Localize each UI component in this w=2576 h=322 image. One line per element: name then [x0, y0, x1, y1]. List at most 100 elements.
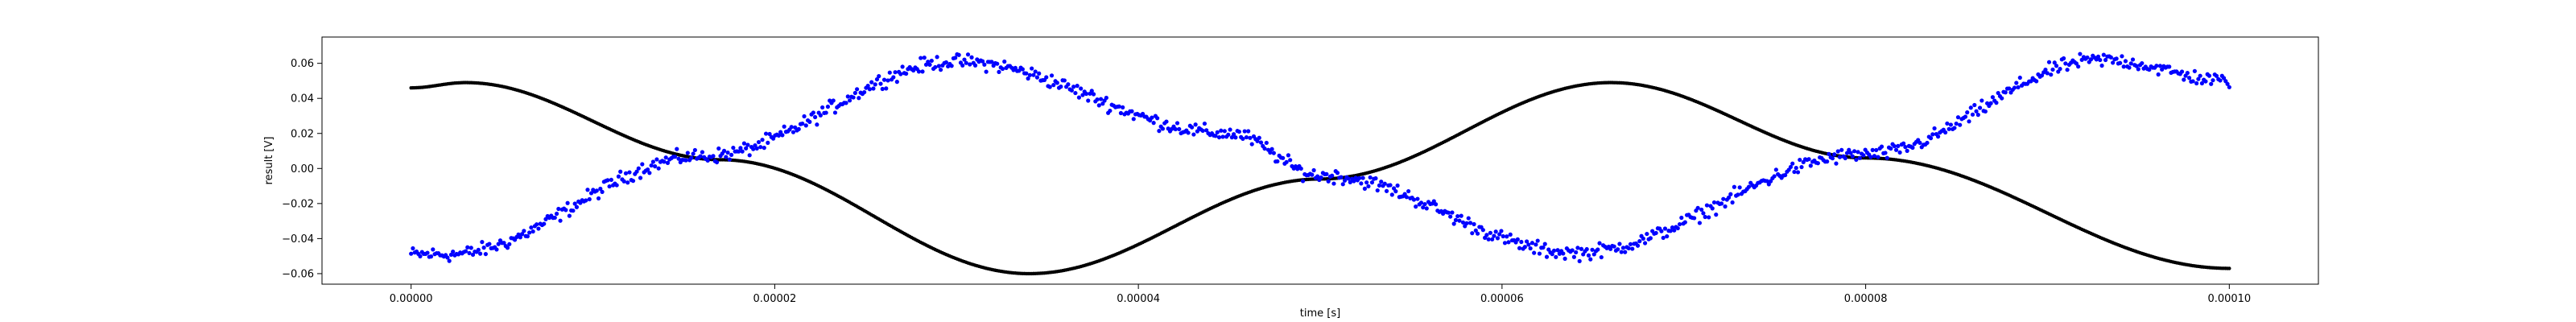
data-point: [791, 130, 796, 134]
data-point: [738, 146, 743, 151]
data-point: [807, 119, 812, 124]
data-point: [1954, 121, 1959, 126]
data-point: [1155, 116, 1160, 121]
data-point: [1017, 68, 1022, 73]
data-point: [1868, 155, 1873, 159]
data-point: [1360, 175, 1365, 180]
data-point: [878, 81, 883, 86]
data-point: [587, 196, 592, 202]
data-point: [2000, 96, 2004, 101]
data-point: [650, 159, 655, 164]
data-point: [588, 191, 594, 196]
data-point: [1943, 130, 1948, 135]
data-point: [1637, 239, 1642, 244]
data-point: [1544, 254, 1550, 259]
data-point: [1501, 233, 1505, 239]
y-axis-label: result [V]: [263, 137, 275, 185]
data-point: [1668, 229, 1673, 233]
data-point: [536, 226, 541, 231]
data-point: [1550, 252, 1554, 257]
x-tick-label: 0.00002: [753, 293, 797, 305]
data-point: [1672, 228, 1677, 233]
data-point: [729, 152, 734, 157]
data-point: [505, 246, 510, 250]
data-point: [2034, 79, 2039, 84]
data-point: [2218, 78, 2223, 83]
data-point: [1963, 114, 1968, 119]
data-point: [894, 80, 899, 85]
data-point: [640, 162, 645, 167]
data-point: [1795, 170, 1801, 175]
data-point: [904, 71, 909, 76]
data-point: [1834, 161, 1839, 166]
data-point: [844, 101, 848, 105]
data-point: [2118, 60, 2123, 65]
data-point: [564, 208, 568, 213]
data-point: [725, 150, 730, 155]
data-point: [1626, 246, 1631, 251]
data-point: [972, 63, 978, 68]
data-point: [1612, 244, 1616, 249]
data-point: [1393, 189, 1398, 194]
data-point: [584, 198, 588, 203]
data-point: [916, 69, 922, 74]
data-point: [2074, 61, 2079, 66]
data-point: [634, 169, 639, 174]
data-point: [1905, 148, 1909, 153]
data-point: [1879, 144, 1885, 149]
data-point: [1570, 248, 1575, 253]
data-point: [721, 148, 727, 153]
data-point: [571, 208, 576, 213]
x-tick-label: 0.00006: [1480, 293, 1524, 305]
data-point: [2227, 266, 2231, 270]
data-point: [847, 98, 852, 103]
data-point: [2049, 72, 2054, 77]
data-point: [1475, 231, 1480, 236]
data-point: [1856, 150, 1860, 155]
data-point: [893, 70, 898, 75]
data-point: [1195, 129, 1199, 134]
data-point: [1076, 95, 1082, 100]
data-point: [1798, 157, 1802, 163]
data-point: [481, 246, 486, 250]
data-point: [638, 175, 643, 180]
data-point: [1026, 76, 1030, 81]
data-point: [1220, 134, 1225, 139]
data-point: [1723, 204, 1728, 209]
data-point: [2221, 76, 2227, 80]
data-point: [518, 235, 522, 240]
x-tick-label: 0.00004: [1117, 293, 1160, 305]
data-point: [1089, 89, 1094, 93]
data-point: [813, 114, 818, 120]
data-point: [1459, 213, 1463, 218]
data-point: [1799, 164, 1804, 170]
data-point: [445, 255, 450, 260]
data-point: [1788, 164, 1794, 170]
data-point: [1324, 171, 1329, 176]
data-point: [465, 245, 470, 250]
data-point: [1897, 150, 1902, 155]
data-point: [1515, 237, 1520, 242]
data-point: [1492, 233, 1496, 238]
data-point: [949, 64, 954, 68]
data-point: [1930, 132, 1935, 137]
data-point: [1732, 184, 1736, 189]
data-point: [900, 64, 905, 69]
data-point: [467, 250, 472, 255]
data-point: [1402, 192, 1407, 196]
data-point: [411, 246, 415, 251]
data-point: [1616, 247, 1620, 252]
data-point: [1244, 134, 1249, 140]
data-point: [1375, 188, 1380, 193]
data-point: [1728, 192, 1733, 196]
data-point: [962, 57, 967, 62]
data-point: [1232, 132, 1236, 137]
data-point: [1537, 251, 1542, 256]
data-point: [525, 233, 530, 239]
data-point: [1697, 221, 1702, 225]
data-point: [1415, 196, 1420, 201]
data-point: [1366, 184, 1371, 189]
data-point: [1473, 228, 1478, 233]
data-point: [1174, 121, 1180, 126]
data-point: [1876, 155, 1880, 159]
